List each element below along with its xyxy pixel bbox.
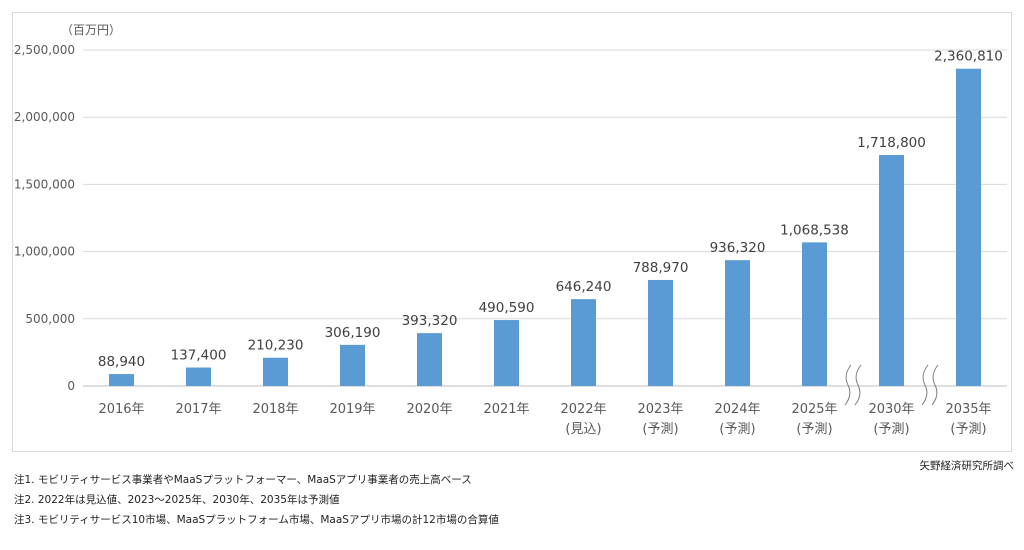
y-tick-label: 0 xyxy=(67,379,75,393)
axis-break-line xyxy=(921,364,929,406)
x-tick-label: 2022年 xyxy=(560,402,606,417)
bar-chart: 0 500,000 1,000,000 1,500,000 2,000,000 2,500… xyxy=(14,23,1007,437)
data-label: 490,590 xyxy=(479,300,535,316)
data-label: 393,320 xyxy=(402,313,458,329)
x-tick-label: 2023年 xyxy=(637,402,683,417)
x-tick-label: 2025年 xyxy=(791,402,837,417)
bar xyxy=(879,154,904,386)
data-label: 137,400 xyxy=(171,348,227,364)
x-tick-sublabel: (予測) xyxy=(796,422,832,437)
bar xyxy=(417,333,442,386)
x-tick-label: 2019年 xyxy=(329,402,375,417)
axis-break-line xyxy=(844,364,852,406)
x-tick-sublabel: (見込) xyxy=(565,422,601,437)
axis-break-line xyxy=(931,364,939,406)
data-label: 306,190 xyxy=(325,325,381,341)
x-tick-label: 2016年 xyxy=(98,402,144,417)
data-label: 2,360,810 xyxy=(934,49,1003,65)
x-tick-sublabel: (予測) xyxy=(642,422,678,437)
bar xyxy=(494,320,519,386)
x-tick-label: 2018年 xyxy=(252,402,298,417)
x-tick-label: 2030年 xyxy=(868,402,914,417)
x-tick-sublabel: (予測) xyxy=(873,422,909,437)
data-label: 88,940 xyxy=(98,354,145,370)
data-label: 210,230 xyxy=(248,338,304,354)
y-tick-label: 1,000,000 xyxy=(14,245,75,259)
x-tick-label: 2024年 xyxy=(714,402,760,417)
axis-break-mark xyxy=(844,364,862,406)
bar xyxy=(802,242,827,386)
y-tick-label: 1,500,000 xyxy=(14,177,75,191)
bar xyxy=(571,299,596,386)
bar xyxy=(109,374,134,386)
data-label: 788,970 xyxy=(633,260,689,276)
data-label: 936,320 xyxy=(710,240,766,256)
x-tick-label: 2020年 xyxy=(406,402,452,417)
y-tick-label: 2,500,000 xyxy=(14,43,75,57)
x-tick-label: 2017年 xyxy=(175,402,221,417)
x-tick-sublabel: (予測) xyxy=(950,422,986,437)
data-label: 646,240 xyxy=(556,279,612,295)
y-tick-label: 2,000,000 xyxy=(14,110,75,124)
axis-break-line xyxy=(854,364,862,406)
axis-break-mark xyxy=(921,364,939,406)
x-tick-label: 2021年 xyxy=(483,402,529,417)
y-tick-label: 500,000 xyxy=(25,312,75,326)
bar xyxy=(648,279,673,386)
bar xyxy=(263,357,288,386)
bar xyxy=(725,260,750,386)
data-label: 1,068,538 xyxy=(780,222,849,238)
bar xyxy=(186,367,211,386)
footnote-1: 注1. モビリティサービス事業者やMaaSプラットフォーマー、MaaSアプリ事業… xyxy=(14,474,472,486)
bar xyxy=(340,344,365,386)
footnote-2: 注2. 2022年は見込値、2023～2025年、2030年、2035年は予測値 xyxy=(14,494,340,506)
bar xyxy=(956,68,981,386)
chart-area: 0 500,000 1,000,000 1,500,000 2,000,000 2,500… xyxy=(12,12,1012,452)
x-tick-sublabel: (予測) xyxy=(719,422,755,437)
footnote-3: 注3. モビリティサービス10市場、MaaSプラットフォーム市場、MaaSアプリ… xyxy=(14,514,499,526)
data-label: 1,718,800 xyxy=(857,135,926,151)
y-axis-unit-label: （百万円） xyxy=(61,23,121,37)
x-tick-label: 2035年 xyxy=(945,402,991,417)
source-credit: 矢野経済研究所調べ xyxy=(919,460,1015,472)
